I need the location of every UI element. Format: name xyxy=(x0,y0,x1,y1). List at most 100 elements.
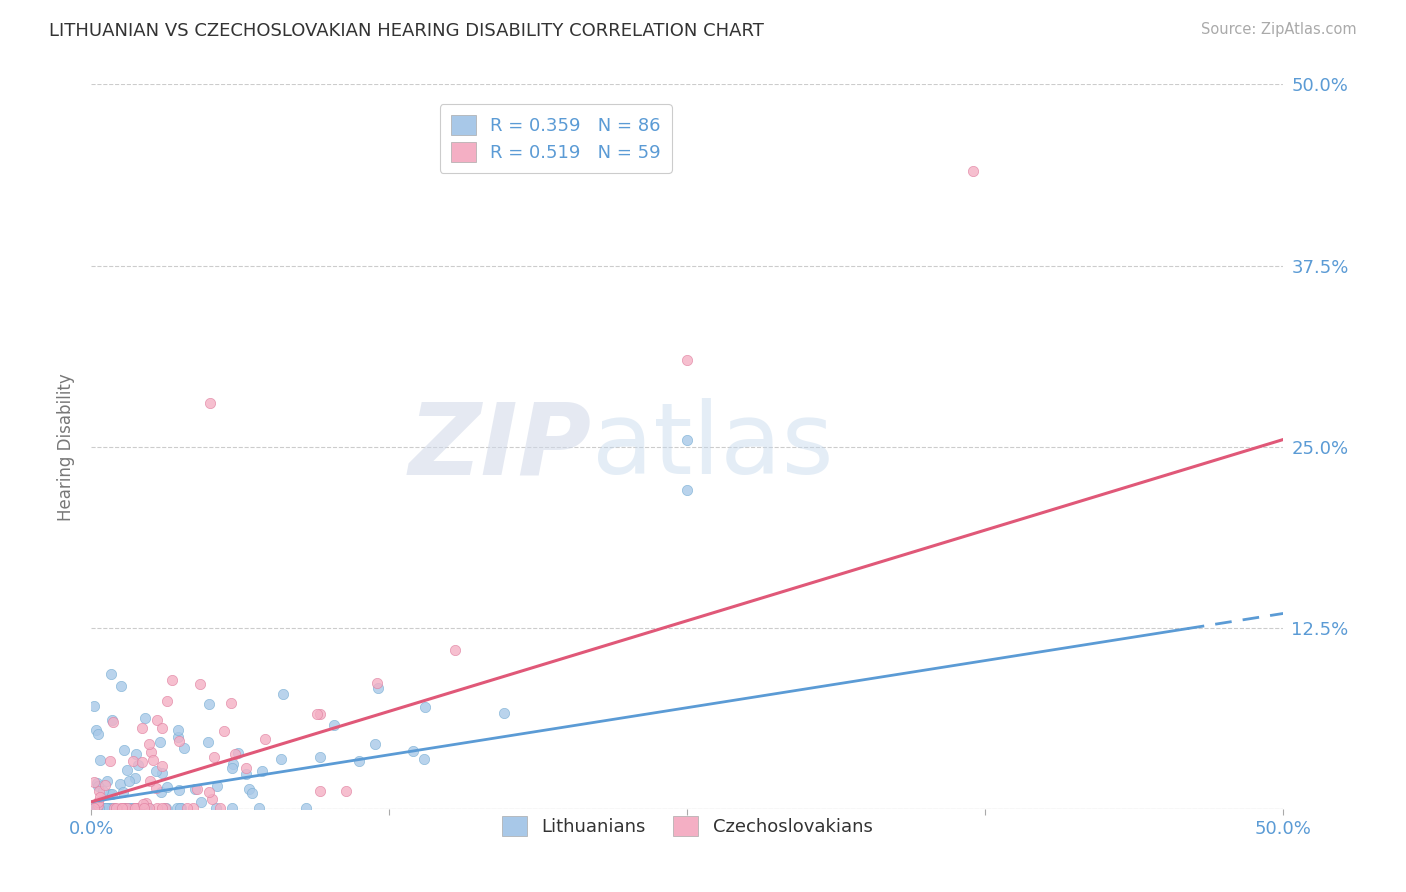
Point xyxy=(112,800,135,814)
Point xyxy=(110,800,132,814)
Point xyxy=(138,800,160,814)
Point xyxy=(84,723,107,737)
Point xyxy=(83,800,105,814)
Point xyxy=(105,800,128,814)
Point xyxy=(146,800,169,814)
Point xyxy=(305,706,328,721)
Point xyxy=(494,706,516,720)
Point xyxy=(367,681,389,695)
Point xyxy=(150,800,173,814)
Point xyxy=(347,755,370,769)
Point xyxy=(125,747,148,761)
Point xyxy=(676,483,699,498)
Point xyxy=(167,734,190,748)
Point xyxy=(118,800,141,814)
Text: ZIP: ZIP xyxy=(409,399,592,495)
Point xyxy=(135,800,157,814)
Point xyxy=(167,723,190,738)
Point xyxy=(150,765,173,780)
Point xyxy=(155,800,177,814)
Point xyxy=(170,800,193,814)
Point xyxy=(101,800,124,814)
Point xyxy=(124,772,146,786)
Point xyxy=(198,785,221,799)
Point xyxy=(83,775,105,789)
Point xyxy=(100,666,122,681)
Point xyxy=(138,800,160,814)
Point xyxy=(86,779,108,793)
Point xyxy=(153,800,176,814)
Point xyxy=(962,164,984,178)
Point xyxy=(235,767,257,781)
Point xyxy=(91,783,114,797)
Point xyxy=(150,759,173,773)
Point xyxy=(208,800,231,814)
Point xyxy=(114,800,136,814)
Point xyxy=(150,785,173,799)
Point xyxy=(115,800,138,814)
Point xyxy=(101,787,124,801)
Point xyxy=(295,800,318,814)
Text: LITHUANIAN VS CZECHOSLOVAKIAN HEARING DISABILITY CORRELATION CHART: LITHUANIAN VS CZECHOSLOVAKIAN HEARING DI… xyxy=(49,22,763,40)
Point xyxy=(84,800,107,814)
Point xyxy=(309,749,332,764)
Point xyxy=(115,800,138,814)
Point xyxy=(160,673,183,687)
Point xyxy=(83,800,105,814)
Point xyxy=(253,731,276,746)
Point xyxy=(112,743,135,757)
Point xyxy=(149,735,172,749)
Point xyxy=(184,782,207,797)
Point xyxy=(364,737,387,751)
Point xyxy=(93,800,115,814)
Point xyxy=(134,800,156,814)
Point xyxy=(167,782,190,797)
Point xyxy=(145,764,167,778)
Point xyxy=(83,698,105,713)
Point xyxy=(169,800,191,814)
Point xyxy=(98,800,121,814)
Point xyxy=(103,800,125,814)
Point xyxy=(86,800,108,814)
Point xyxy=(145,781,167,796)
Point xyxy=(200,396,222,410)
Point xyxy=(335,784,357,798)
Point xyxy=(122,800,145,814)
Point xyxy=(413,752,436,766)
Point xyxy=(156,694,179,708)
Point xyxy=(101,715,124,730)
Point xyxy=(167,730,190,744)
Point xyxy=(112,800,135,814)
Point xyxy=(135,796,157,810)
Point xyxy=(173,740,195,755)
Point xyxy=(181,800,204,814)
Point xyxy=(323,718,346,732)
Point xyxy=(142,753,165,767)
Point xyxy=(122,800,145,814)
Point xyxy=(186,781,208,796)
Point xyxy=(155,780,177,794)
Point xyxy=(240,786,263,800)
Point xyxy=(250,764,273,778)
Point xyxy=(87,800,110,814)
Point xyxy=(197,697,219,711)
Point xyxy=(86,795,108,809)
Point xyxy=(197,735,219,749)
Point xyxy=(98,787,121,801)
Point xyxy=(132,797,155,811)
Point xyxy=(249,800,271,814)
Point xyxy=(176,800,198,814)
Point xyxy=(201,792,224,806)
Y-axis label: Hearing Disability: Hearing Disability xyxy=(58,373,75,521)
Point xyxy=(94,800,117,814)
Point xyxy=(89,790,111,805)
Point xyxy=(87,784,110,798)
Point xyxy=(141,745,163,759)
Point xyxy=(238,781,260,796)
Point xyxy=(221,800,243,814)
Point xyxy=(401,744,423,758)
Point xyxy=(444,643,467,657)
Point xyxy=(96,774,118,789)
Point xyxy=(308,707,330,722)
Point xyxy=(125,800,148,814)
